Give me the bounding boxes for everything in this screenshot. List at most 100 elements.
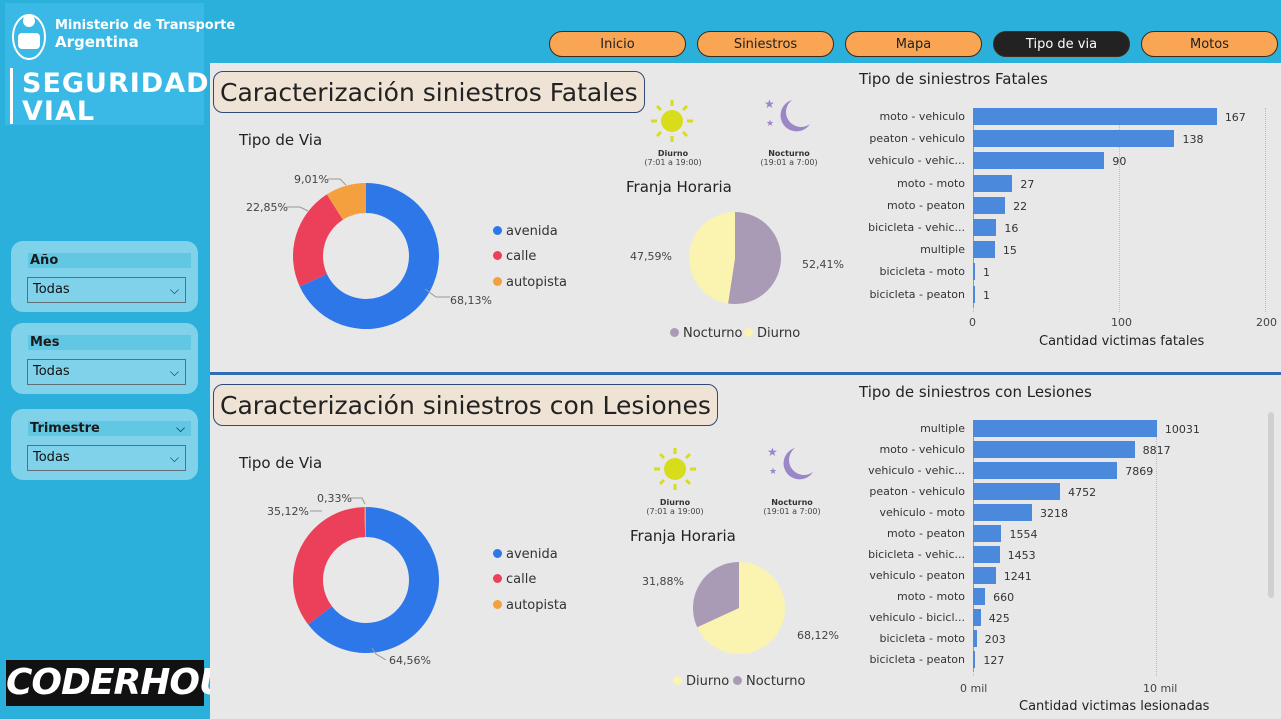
nav-tipo-de-via[interactable]: Tipo de via [993,31,1130,57]
bar-category-label: vehiculo - peaton [869,569,965,582]
slice-diurno[interactable] [697,562,785,654]
slice-nocturno[interactable] [728,212,781,304]
fatal-via-donut [293,183,439,329]
chevron-down-icon[interactable]: ⌵ [176,421,186,435]
nav-siniestros[interactable]: Siniestros [697,31,834,57]
slice-autopista[interactable] [326,183,366,220]
fatal-axis-title: Cantidad victimas fatales [1039,334,1205,349]
bar[interactable] [973,219,997,236]
slice-avenida[interactable] [308,507,439,653]
slice-calle[interactable] [293,507,366,625]
filter-quarter-value: Todas [33,450,70,465]
lesion-nocturno-caption: Nocturno (19:01 a 7:00) [763,498,821,516]
bar[interactable] [973,630,977,647]
svg-text:★: ★ [769,467,777,477]
lesion-legend-calle: calle [493,572,536,587]
bar[interactable] [973,241,995,259]
bar[interactable] [973,609,981,626]
panel-divider [210,372,1281,375]
nav-inicio[interactable]: Inicio [549,31,686,57]
fatal-franja-legend-diurno: Diurno [744,326,800,341]
slice-avenida[interactable] [299,183,439,329]
lesion-scrollbar[interactable] [1268,412,1274,598]
ministry-line2: Argentina [55,33,139,51]
slice-autopista[interactable] [364,507,366,538]
bar[interactable] [973,108,1217,125]
bar[interactable] [973,567,996,584]
filter-year-label: Año [28,253,191,268]
nav-mapa[interactable]: Mapa [845,31,982,57]
bar-value-label: 1 [983,288,990,302]
bar[interactable] [973,152,1105,170]
fatal-franja-legend-nocturno: Nocturno [670,326,742,341]
bar[interactable] [973,196,1006,214]
lesion-tick-0: 0 mil [960,682,988,695]
lesion-bar-title: Tipo de siniestros con Lesiones [859,383,1092,401]
moon-icon: ★ ★ [764,97,810,132]
bar-category-label: vehiculo - vehic... [868,154,965,168]
slice-diurno[interactable] [689,212,735,304]
filter-month-label: Mes [28,335,191,350]
bar-category-label: moto - vehiculo [879,443,965,456]
bar[interactable] [973,546,1000,563]
bar[interactable] [973,462,1118,479]
lesion-diurno-caption: Diurno (7:01 a 19:00) [646,498,704,516]
logo-divider [10,68,13,124]
svg-text:★: ★ [764,97,775,111]
bar[interactable] [973,285,975,303]
lesion-section-title: Caracterización siniestros con Lesiones [213,384,718,426]
lesion-via-title: Tipo de Via [239,454,323,472]
fatal-tick-0: 0 [969,316,976,329]
slice-nocturno[interactable] [693,562,739,628]
fatal-bar-title: Tipo de siniestros Fatales [859,70,1048,88]
bar[interactable] [973,420,1157,437]
bar-value-label: 1 [983,266,990,280]
bar-category-label: vehiculo - bicicl... [869,611,965,624]
bar-category-label: bicicleta - moto [879,632,965,645]
ministry-logo [5,3,204,125]
coderhouse-logo: CODERHOUSE [6,660,277,706]
bar[interactable] [973,441,1135,458]
bar-value-label: 138 [1182,133,1204,147]
bar-category-label: bicicleta - vehic... [868,221,965,234]
filter-year-select[interactable]: Todas ⌵ [27,277,186,303]
fatal-franja-title: Franja Horaria [626,178,732,196]
bar-value-label: 16 [1004,222,1019,235]
fatal-franja-right: 52,41% [802,258,844,271]
bar-value-label: 27 [1020,177,1035,191]
bar-category-label: multiple [920,243,965,257]
fatal-via-title: Tipo de Via [239,131,323,149]
svg-text:★: ★ [767,445,778,459]
nav-motos[interactable]: Motos [1141,31,1278,57]
filter-quarter-label[interactable]: Trimestre [28,421,191,436]
bar-value-label: 660 [993,591,1015,604]
fatal-legend-autopista: autopista [493,275,567,290]
bar[interactable] [973,174,1013,192]
gridline [1156,420,1158,676]
lesion-franja-left: 31,88% [642,575,684,588]
slice-calle[interactable] [293,194,343,287]
bar[interactable] [973,263,975,281]
bar-category-label: moto - vehiculo [879,110,965,123]
bar[interactable] [973,588,986,605]
bar[interactable] [973,525,1002,542]
bar-category-label: peaton - vehiculo [869,132,965,146]
bar-category-label: peaton - vehiculo [869,485,965,498]
bar-value-label: 203 [984,633,1006,646]
bar-category-label: bicicleta - vehic... [868,548,965,561]
bar[interactable] [973,651,976,668]
bar-category-label: vehiculo - moto [879,506,965,519]
filter-month-select[interactable]: Todas ⌵ [27,359,186,385]
bar-value-label: 90 [1112,155,1127,169]
bar[interactable] [973,504,1032,521]
bar[interactable] [973,130,1175,148]
filter-quarter-select[interactable]: Todas ⌵ [27,445,186,471]
chevron-down-icon: ⌵ [169,283,179,297]
bar-value-label: 10031 [1164,423,1200,436]
bar-value-label: 15 [1002,244,1017,258]
bar[interactable] [973,483,1061,500]
lesion-bar-chart: multiple 10031 moto - vehiculo 8817 vehiculo… [860,420,1260,676]
lesion-franja-right: 68,12% [797,629,839,642]
seguridad-text: SEGURIDAD [22,68,210,99]
bar-value-label: 167 [1224,111,1246,124]
